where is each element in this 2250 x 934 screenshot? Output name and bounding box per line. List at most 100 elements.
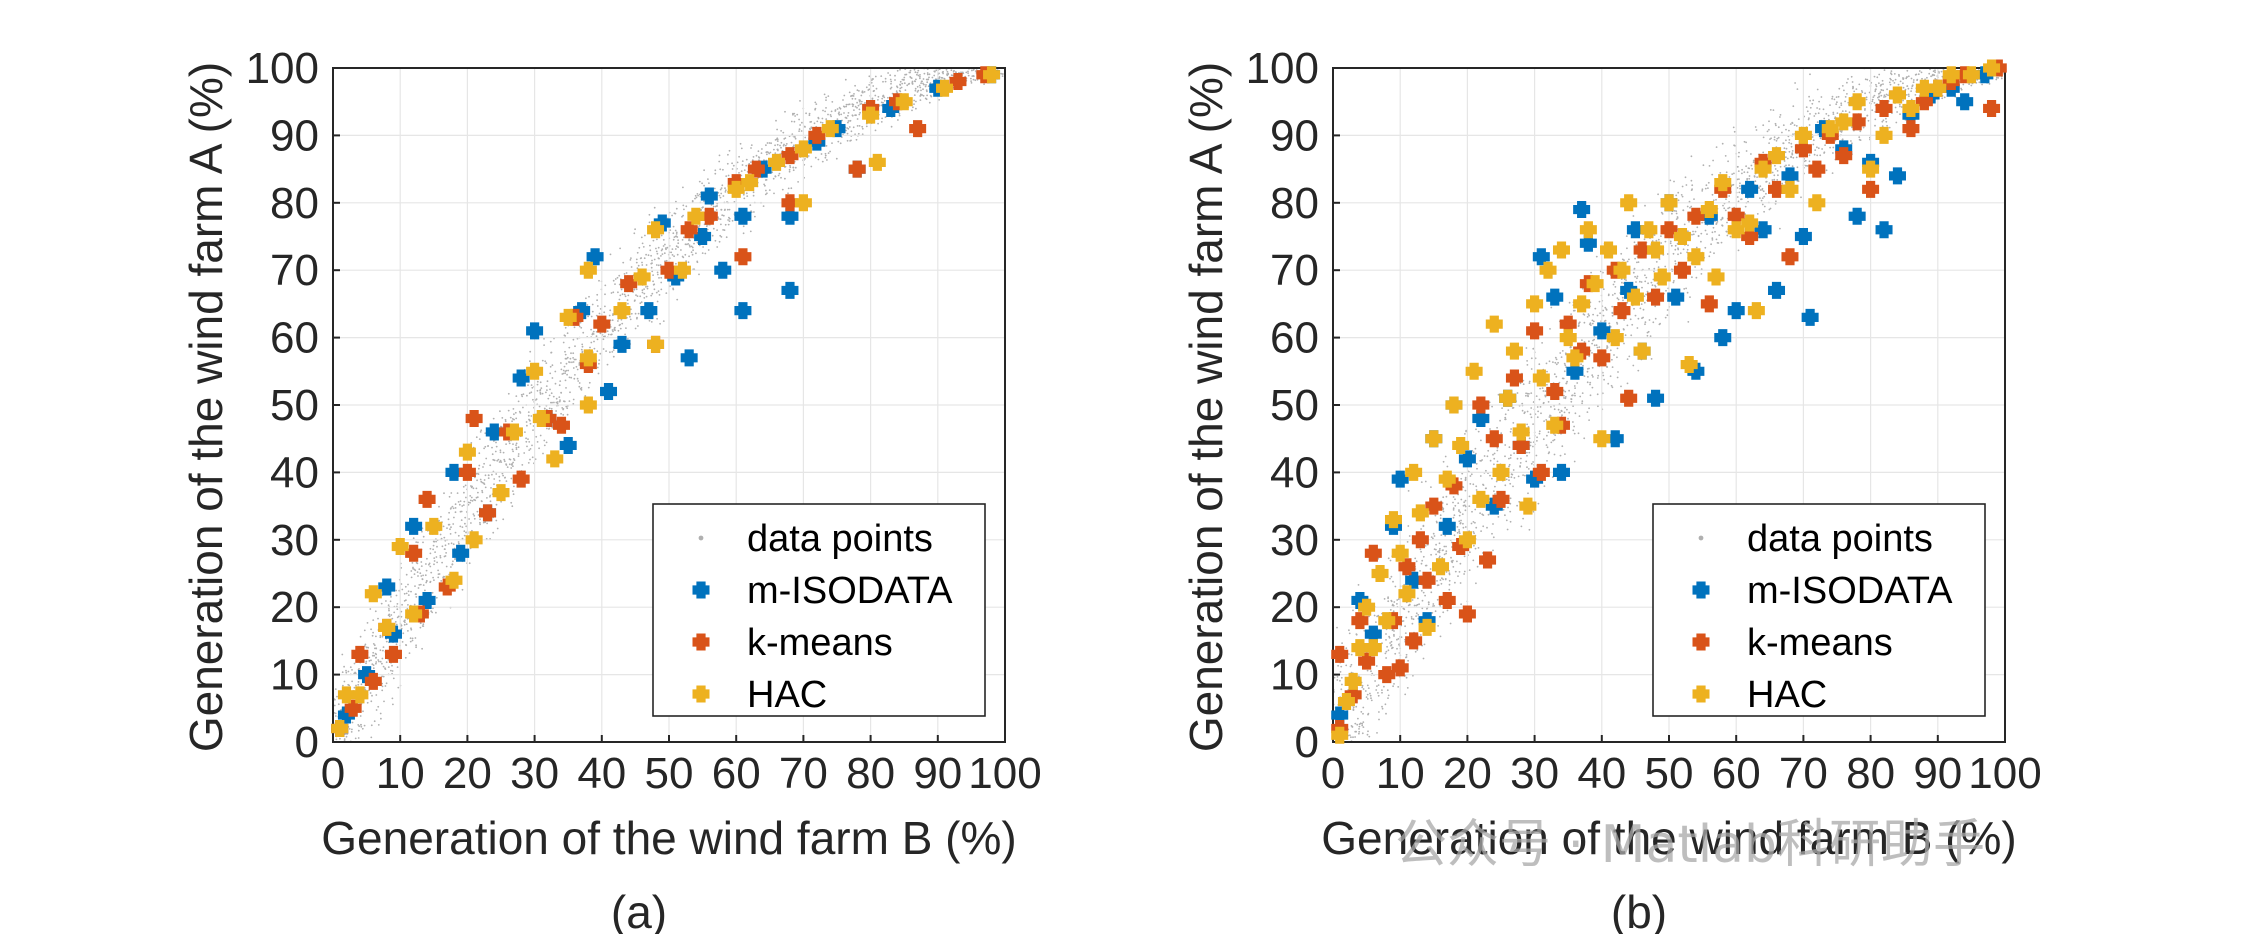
data-point <box>662 320 665 322</box>
data-point <box>1510 428 1512 430</box>
data-point <box>1853 90 1856 93</box>
hac-marker <box>492 484 510 502</box>
data-point <box>1808 160 1811 163</box>
data-point <box>495 441 497 444</box>
data-point <box>1574 412 1577 415</box>
data-point <box>1479 475 1482 477</box>
data-point <box>1486 526 1488 529</box>
hac-marker <box>741 174 759 192</box>
data-point <box>334 715 337 717</box>
data-point <box>1711 239 1714 241</box>
data-point <box>501 472 504 475</box>
data-point <box>1421 607 1424 610</box>
data-point <box>829 114 832 116</box>
data-point <box>693 242 695 245</box>
data-point <box>1506 528 1509 531</box>
data-point <box>1828 118 1830 121</box>
data-point <box>389 600 392 603</box>
data-point <box>1814 112 1817 115</box>
data-point <box>1411 599 1414 601</box>
data-point <box>1396 647 1398 650</box>
data-point <box>531 456 534 459</box>
data-point <box>1878 92 1881 95</box>
data-point <box>1545 444 1548 446</box>
data-point <box>874 75 877 78</box>
data-point <box>1564 364 1567 367</box>
data-point <box>434 551 436 553</box>
data-point <box>411 637 414 640</box>
data-point <box>794 115 796 117</box>
data-point <box>821 160 824 163</box>
data-point <box>1847 78 1849 80</box>
data-point <box>1825 169 1828 172</box>
data-point <box>543 444 546 447</box>
data-point <box>1536 440 1538 442</box>
data-point <box>899 87 902 90</box>
data-point <box>1476 467 1478 470</box>
data-point <box>578 364 581 366</box>
data-point <box>1414 557 1417 560</box>
data-point <box>684 243 687 246</box>
data-point <box>532 398 534 401</box>
data-point <box>1611 366 1614 368</box>
data-point <box>602 348 605 350</box>
data-point <box>1537 410 1539 413</box>
data-point <box>1736 165 1739 168</box>
data-point <box>490 487 492 489</box>
data-point <box>1546 446 1549 449</box>
data-point <box>1438 556 1441 559</box>
data-point <box>1552 439 1554 442</box>
data-point <box>368 689 370 692</box>
data-point <box>1916 79 1918 82</box>
data-point <box>1684 176 1687 179</box>
y-tick-label: 50 <box>270 381 319 430</box>
data-point <box>752 191 755 194</box>
data-point <box>504 418 507 421</box>
data-point <box>496 527 499 530</box>
data-point <box>1460 498 1463 501</box>
data-point <box>474 499 477 502</box>
data-point <box>1664 316 1667 319</box>
data-point <box>924 85 927 88</box>
data-point <box>401 588 404 591</box>
data-point <box>690 245 693 248</box>
data-point <box>410 627 412 630</box>
data-point <box>397 686 400 689</box>
data-point <box>1548 451 1551 454</box>
data-point <box>471 500 474 502</box>
data-point <box>536 383 539 386</box>
data-point <box>724 191 727 193</box>
data-point <box>1800 196 1802 199</box>
data-point <box>1529 413 1532 416</box>
m-isodata-marker <box>559 436 577 454</box>
data-point <box>454 511 457 514</box>
data-point <box>1816 107 1818 109</box>
data-point <box>1708 165 1711 167</box>
data-point <box>1472 521 1475 523</box>
data-point <box>1527 394 1529 397</box>
data-point <box>647 254 650 257</box>
data-point <box>1620 385 1622 388</box>
data-point <box>822 109 824 112</box>
data-point <box>889 87 892 90</box>
data-point <box>1525 394 1527 397</box>
data-point <box>480 500 483 502</box>
data-point <box>361 727 364 730</box>
data-point <box>1889 83 1892 86</box>
data-point <box>915 100 917 103</box>
data-point <box>1841 110 1844 112</box>
data-point <box>560 391 562 394</box>
data-point <box>1886 88 1888 91</box>
data-point <box>371 634 374 637</box>
data-point <box>539 389 541 392</box>
y-tick-label: 90 <box>270 111 319 160</box>
data-point <box>919 99 922 101</box>
data-point <box>640 301 643 304</box>
data-point <box>607 333 610 336</box>
data-point <box>914 89 917 92</box>
data-point <box>1366 698 1369 700</box>
hac-marker <box>465 531 483 549</box>
legend-entry: data points <box>747 518 933 560</box>
data-point <box>618 324 621 327</box>
data-point <box>790 187 793 190</box>
